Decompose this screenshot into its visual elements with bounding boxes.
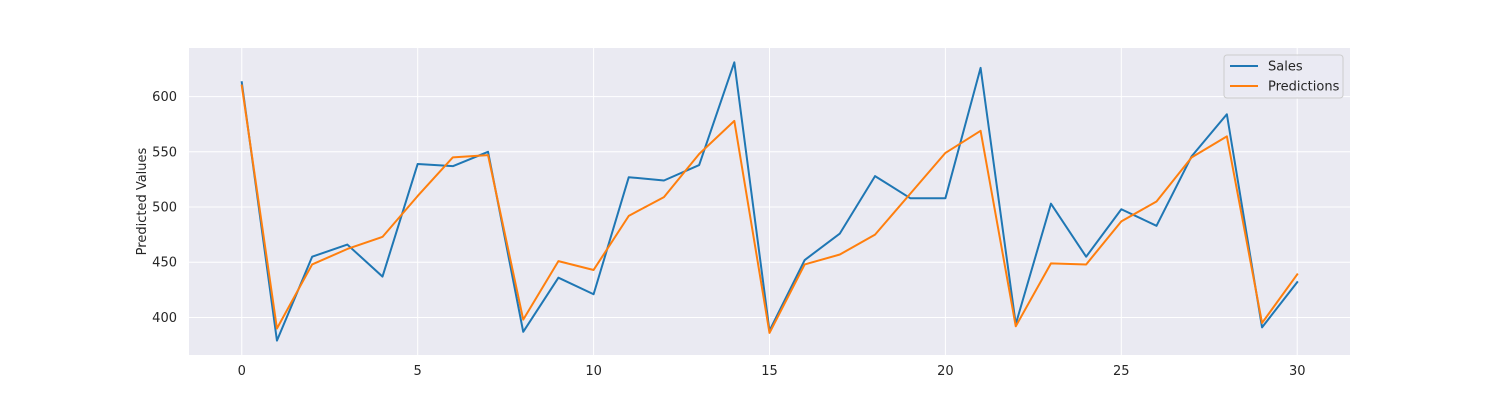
x-tick-label: 20	[937, 364, 954, 379]
x-tick-label: 0	[238, 364, 246, 379]
y-tick-label: 450	[152, 256, 177, 271]
y-axis-label: Predicted Values	[135, 147, 150, 255]
y-tick-label: 550	[152, 145, 177, 160]
x-tick-label: 10	[585, 364, 602, 379]
legend-label: Sales	[1268, 60, 1303, 75]
x-tick-label: 30	[1289, 364, 1306, 379]
x-tick-label: 5	[414, 364, 422, 379]
x-tick-label: 25	[1113, 364, 1130, 379]
x-tick-label: 15	[761, 364, 778, 379]
series-lines	[240, 61, 1299, 342]
series-line-predictions	[240, 84, 1299, 334]
y-tick-label: 500	[152, 201, 177, 216]
y-tick-label: 400	[152, 311, 177, 326]
legend: Sales Predictions	[1223, 54, 1344, 99]
legend-label: Predictions	[1268, 80, 1340, 95]
grid-lines	[189, 48, 1350, 355]
tick-labels: 0 5 10 15 20 25 30 400 450 500 550 600	[152, 90, 1305, 379]
y-tick-label: 600	[152, 90, 177, 105]
